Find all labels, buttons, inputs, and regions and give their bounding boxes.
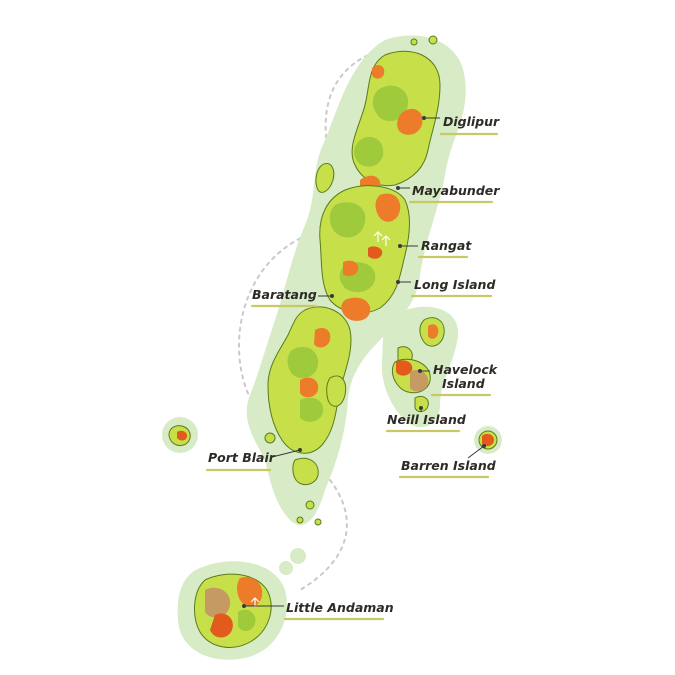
middle-andaman (319, 185, 410, 321)
ritchies-archipelago (391, 317, 445, 413)
label-text: Port Blair (208, 450, 276, 465)
label-text: Long Island (414, 277, 496, 292)
route-south (299, 479, 348, 591)
barren-island (478, 430, 498, 450)
label-barren-island[interactable]: Barren Island (398, 444, 497, 479)
label-diglipur[interactable]: Diglipur (422, 114, 500, 136)
label-text: Rangat (421, 238, 472, 253)
little-andaman (194, 573, 272, 648)
label-text: Little Andaman (286, 600, 394, 615)
label-text: Mayabunder (412, 183, 500, 198)
label-havelock-island[interactable]: Havelock Island (418, 362, 498, 397)
label-baratang[interactable]: Baratang (250, 287, 334, 308)
label-rangat[interactable]: Rangat (398, 238, 472, 259)
label-text-line-2: Island (442, 376, 486, 391)
label-text: Baratang (252, 287, 317, 302)
label-little-andaman[interactable]: Little Andaman (242, 600, 394, 621)
south-andaman (264, 306, 352, 526)
label-text: Neill Island (387, 412, 467, 427)
place-labels: Diglipur Mayabunder Rangat Long Island B… (205, 114, 500, 621)
label-neill-island[interactable]: Neill Island (385, 406, 467, 433)
north-andaman (315, 35, 441, 194)
label-mayabunder[interactable]: Mayabunder (396, 183, 500, 204)
label-text: Diglipur (443, 114, 500, 129)
label-port-blair[interactable]: Port Blair (205, 448, 302, 472)
route-west (238, 231, 316, 413)
label-text-line-1: Havelock (433, 362, 498, 377)
western-islet (168, 425, 191, 446)
label-text: Barren Island (401, 458, 497, 473)
tree-icon (373, 231, 391, 246)
label-long-island[interactable]: Long Island (396, 277, 496, 298)
